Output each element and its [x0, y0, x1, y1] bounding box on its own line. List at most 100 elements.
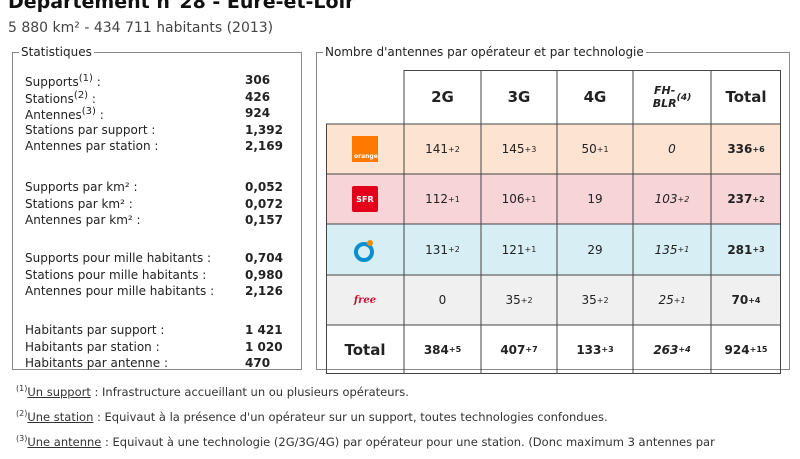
footnotes: (1)Un support : Infrastructure accueilla…	[16, 384, 796, 459]
column-header: Total	[725, 88, 767, 106]
stat-label: Antennes par km² :	[25, 213, 141, 227]
stat-value: 0,072	[245, 196, 283, 211]
stat-label: Stations par km² :	[25, 196, 133, 211]
stat-value: 0,157	[245, 213, 283, 227]
stat-row: Stations par km² : 0,072	[25, 197, 295, 214]
stat-value: 1,392	[245, 122, 283, 137]
sfr-logo-icon: SFR	[352, 186, 378, 212]
total-cell: 407 +7	[500, 342, 538, 357]
table-cell: 237 +2	[727, 192, 765, 206]
table-cell: 336 +6	[727, 142, 765, 156]
stat-label: Habitants par station :	[25, 339, 160, 354]
stat-row: Antennes par station : 2,169	[25, 139, 295, 156]
total-cell: 263 +4	[653, 342, 691, 357]
stat-footnote-ref: (1)	[78, 73, 93, 84]
stat-row: Antennes par km² : 0,157	[25, 213, 295, 230]
stat-value: 1 421	[245, 323, 283, 337]
column-header: 3G	[507, 88, 531, 106]
stat-label: Supports(1) :	[25, 73, 101, 89]
stat-label: Stations par support :	[25, 122, 156, 137]
stat-value: 0,980	[245, 267, 283, 282]
orange-logo-icon: orange	[352, 136, 378, 162]
stat-footnote-ref: (2)	[73, 89, 89, 101]
stat-row: Antennes pour mille habitants : 2,126	[25, 284, 295, 301]
stat-value: 2,169	[245, 139, 283, 153]
table-cell: 35 +2	[581, 293, 609, 307]
footnote: (2)Une station : Equivaut à la présence …	[16, 409, 608, 424]
stat-value: 924	[245, 106, 271, 120]
footnote: (1)Un support : Infrastructure accueilla…	[16, 384, 409, 399]
column-header: 4G	[583, 88, 607, 106]
stat-value: 2,126	[245, 284, 283, 298]
stat-row: Supports pour mille habitants : 0,704	[25, 251, 295, 268]
table-cell: 103 +2	[654, 192, 690, 206]
table-cell: 29	[587, 242, 603, 257]
footnote: (3)Une antenne : Equivaut à une technolo…	[16, 434, 715, 449]
table-cell: 70 +4	[731, 293, 761, 307]
stats-group-per-thousand: Supports pour mille habitants : 0,704 Stat…	[25, 251, 295, 301]
table-cell: 131 +2	[425, 242, 460, 257]
total-cell: 133 +3	[576, 342, 614, 357]
table-cell: 25 +1	[658, 293, 686, 307]
stat-row: Stations par support : 1,392	[25, 123, 295, 140]
stats-group-counts: Supports(1) : 306 Stations(2) : 426 Antennes…	[25, 73, 295, 156]
column-header: 2G	[431, 88, 454, 106]
operator-row-bg	[326, 224, 781, 275]
table-cell: 0	[668, 142, 676, 156]
total-cell: 384 +5	[423, 342, 462, 357]
table-cell: 50 +1	[581, 142, 609, 156]
table-cell: 281 +3	[727, 242, 765, 257]
table-cell: 145 +3	[501, 142, 537, 156]
stat-row: Habitants par support : 1 421	[25, 323, 295, 340]
stat-row: Supports par km² : 0,052	[25, 180, 295, 197]
stat-row: Antennes(3) : 924	[25, 106, 295, 123]
operator-row-bg	[326, 275, 781, 325]
antenna-table-panel: Nombre d'antennes par opérateur et par t…	[316, 45, 790, 374]
table-cell: 141 +2	[425, 142, 460, 156]
antenna-table-legend: Nombre d'antennes par opérateur et par t…	[325, 45, 644, 59]
table-cell: 106 +1	[501, 192, 537, 206]
stat-label: Stations pour mille habitants :	[25, 267, 207, 282]
stat-label: Habitants par antenne :	[25, 356, 168, 370]
antenna-table: 2G 3G 4G FH- BLR (4) Total orange 141 +2 145 +3 50 +1…	[326, 70, 781, 374]
stats-group-density: Supports par km² : 0,052 Stations par km² …	[25, 180, 295, 230]
stat-label: Supports par km² :	[25, 180, 138, 194]
stat-row: Stations pour mille habitants : 0,980	[25, 268, 295, 285]
operator-cell: free	[326, 275, 404, 325]
free-logo-icon: free	[353, 294, 377, 306]
stat-row: Habitants par antenne : 470	[25, 356, 295, 373]
operator-cell	[326, 224, 404, 275]
stat-row: Supports(1) : 306	[25, 73, 295, 90]
stat-label: Antennes(3) :	[25, 106, 104, 122]
stat-value: 306	[245, 73, 271, 87]
stat-label: Antennes par station :	[25, 139, 159, 153]
table-cell: 121 +1	[501, 242, 537, 257]
total-row-label: Total	[344, 340, 386, 359]
operator-cell: orange	[326, 124, 404, 174]
stat-label: Antennes pour mille habitants :	[25, 284, 215, 298]
stat-value: 1 020	[245, 339, 283, 354]
stat-value: 426	[245, 89, 271, 104]
page-subtitle: 5 880 km² - 434 711 habitants (2013)	[8, 20, 274, 36]
table-cell: 112 +1	[425, 192, 460, 206]
table-cell: 0	[438, 293, 447, 307]
table-cell: 35 +2	[505, 293, 533, 307]
statistics-panel: Statistiques Supports(1) : 306 Stations(2)…	[12, 45, 302, 370]
operator-row-bg	[326, 124, 781, 174]
table-cell: 19	[587, 192, 603, 206]
operator-row-bg	[326, 174, 781, 224]
stat-row: Stations(2) : 426	[25, 90, 295, 107]
stat-value: 0,052	[245, 180, 283, 194]
total-cell: 924 +15	[724, 342, 768, 357]
stat-label: Supports pour mille habitants :	[25, 251, 212, 265]
stat-footnote-ref: (3)	[81, 106, 96, 117]
operator-cell: SFR	[326, 174, 404, 224]
statistics-legend: Statistiques	[21, 45, 92, 59]
bouygues-logo-icon	[352, 237, 378, 263]
stat-label: Habitants par support :	[25, 323, 165, 337]
stat-value: 0,704	[245, 251, 283, 265]
table-grid-lines	[326, 70, 781, 374]
stat-row: Habitants par station : 1 020	[25, 340, 295, 357]
stat-value: 470	[245, 356, 271, 370]
stat-label: Stations(2) :	[25, 89, 96, 106]
